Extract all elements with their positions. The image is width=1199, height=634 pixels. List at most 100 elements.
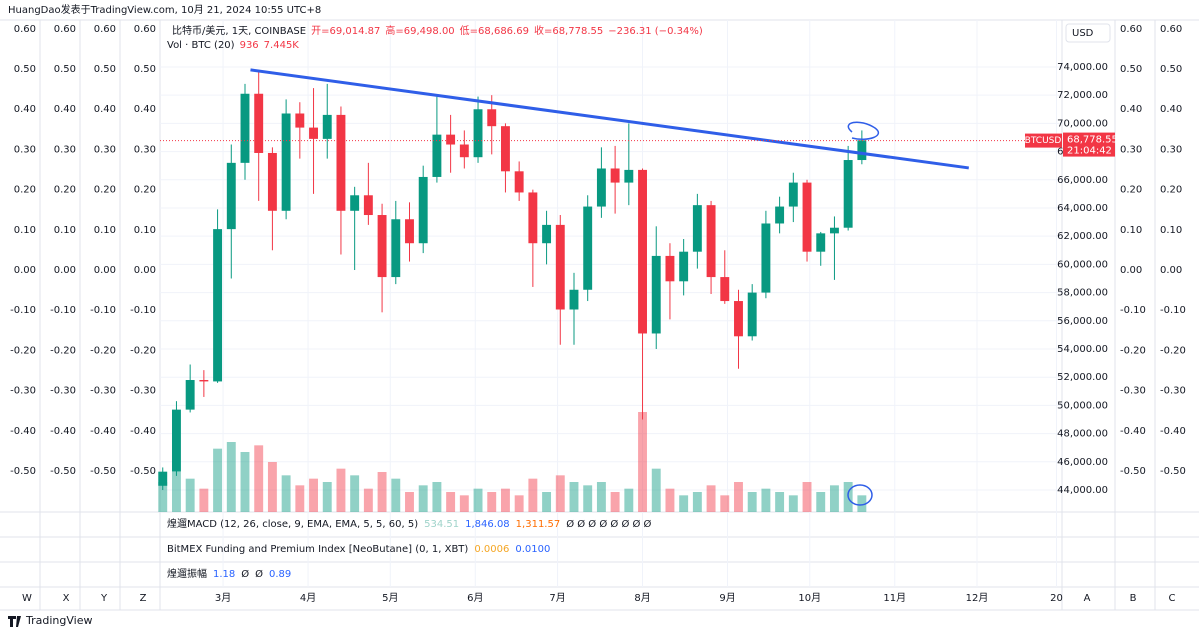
- pane-tick-label: 0.50: [1120, 64, 1142, 75]
- pane-tick-label: -0.40: [50, 426, 76, 437]
- pane-tick-label: -0.10: [130, 305, 156, 316]
- indicator-value: 1,311.57: [516, 519, 561, 530]
- candle-body: [240, 93, 250, 163]
- candle-body: [254, 93, 264, 153]
- last-price-symbol: BTCUSD: [1025, 136, 1062, 146]
- pane-tick-label: 0.40: [54, 104, 76, 115]
- pane-tick-label: -0.50: [1160, 466, 1186, 477]
- candle-body: [185, 380, 195, 410]
- pane-tick-label: 0.30: [54, 144, 76, 155]
- x-tick-label: 11月: [883, 592, 906, 604]
- candle-body: [747, 292, 757, 337]
- candle-body: [610, 168, 620, 183]
- volume-bar: [473, 488, 483, 512]
- volume-bar: [747, 492, 757, 512]
- x-tick-label: 5月: [382, 592, 398, 604]
- footer: TradingView: [25, 614, 92, 627]
- y-tick-label: 64,000.00: [1057, 203, 1108, 214]
- candle-body: [816, 233, 826, 252]
- pane-tick-label: 0.00: [134, 265, 156, 276]
- currency[interactable]: USD: [1072, 28, 1094, 39]
- candle-body: [528, 192, 538, 244]
- pane-tick-label: 0.60: [1120, 24, 1142, 35]
- last-price-symbol-box: [1025, 133, 1062, 148]
- currency-box[interactable]: [1065, 23, 1111, 43]
- volume-bar: [432, 482, 442, 512]
- volume-bar: [583, 485, 593, 512]
- pane-tick-label: 0.40: [134, 104, 156, 115]
- pane-tick-label: 0.20: [54, 185, 76, 196]
- pane-letter: W: [22, 593, 32, 604]
- volume-bar: [679, 495, 689, 512]
- pane-tick-label: -0.50: [1120, 466, 1146, 477]
- volume-bar: [487, 492, 497, 512]
- pane-tick-label: -0.10: [90, 305, 116, 316]
- volume-bar: [309, 478, 318, 512]
- indicator-value: Ø: [241, 568, 249, 580]
- indicator-value: 1.18: [213, 569, 235, 580]
- candle-body: [309, 127, 318, 139]
- candle-body: [213, 229, 223, 382]
- volume-bar: [651, 468, 661, 512]
- pane-tick-label: 0.20: [14, 185, 36, 196]
- indicator-legend: 煌遛振幅 1.18 Ø Ø 0.89: [167, 567, 291, 580]
- pane-tick-label: 0.30: [134, 144, 156, 155]
- last-price-label: 68,778.55: [1067, 135, 1118, 146]
- candle-body: [638, 169, 647, 334]
- y-tick-label: 70,000.00: [1057, 118, 1108, 129]
- volume-bar: [596, 482, 606, 512]
- volume-bar: [418, 485, 428, 512]
- pane-tick-label: -0.30: [1160, 386, 1186, 397]
- candle-body: [322, 114, 332, 139]
- pane-tick-label: 0.30: [94, 144, 116, 155]
- candle-body: [829, 227, 839, 234]
- pane-tick-label: 0.60: [94, 24, 116, 35]
- trendline: [250, 68, 969, 170]
- pane-tick-label: 0.50: [134, 64, 156, 75]
- y-tick-label: 72,000.00: [1057, 90, 1108, 101]
- pane-tick-label: -0.50: [50, 466, 76, 477]
- y-tick-label: 66,000.00: [1057, 175, 1108, 186]
- pane-tick-label: -0.20: [1160, 345, 1186, 356]
- pane-tick-label: 0.50: [1160, 64, 1182, 75]
- legend-open: 开=69,014.87: [311, 26, 380, 37]
- x-tick-label: 20: [1050, 593, 1063, 604]
- indicator-legend: BitMEX Funding and Premium Index [NeoBut…: [167, 544, 550, 555]
- y-tick-label: 74,000.00: [1057, 62, 1108, 73]
- volume-bar: [514, 495, 524, 512]
- legend-volume-line: Vol · BTC (20) 936 7.445K: [167, 40, 299, 51]
- pane-tick-label: 0.50: [94, 64, 116, 75]
- volume-bar: [734, 482, 743, 512]
- y-tick-label: 62,000.00: [1057, 231, 1108, 242]
- pane-tick-label: -0.40: [1120, 426, 1146, 437]
- candle-body: [761, 223, 771, 293]
- pane-tick-label: 0.40: [1120, 104, 1142, 115]
- x-tick-label: 9月: [719, 592, 735, 604]
- candle-body: [377, 215, 387, 278]
- grid: [160, 20, 1062, 587]
- candle-body: [692, 205, 702, 252]
- indicator-name: BitMEX Funding and Premium Index [NeoBut…: [167, 544, 468, 555]
- volume-bar: [391, 478, 401, 512]
- legend-line: 比特币/美元, 1天, COINBASE 开=69,014.87 高=69,498.…: [172, 24, 703, 37]
- volume-bar: [638, 412, 647, 512]
- candle-body: [267, 152, 277, 211]
- candle-body: [158, 471, 168, 486]
- candle-body: [514, 171, 524, 193]
- candle-body: [226, 162, 236, 230]
- candle-body: [295, 113, 305, 128]
- pane-tick-label: 0.50: [54, 64, 76, 75]
- pane-tick-label: 0.10: [14, 225, 36, 236]
- volume-bar: [158, 482, 168, 512]
- candle-body: [596, 168, 606, 207]
- y-tick-label: 48,000.00: [1057, 429, 1108, 440]
- pane-tick-label: 0.60: [134, 24, 156, 35]
- candle-body: [281, 113, 291, 211]
- volume-bar: [528, 478, 538, 512]
- last-price-countdown: 21:04:42: [1067, 146, 1112, 157]
- pane-tick-label: 0.40: [1160, 104, 1182, 115]
- candle-body: [857, 140, 867, 161]
- pane-tick-label: 0.00: [1160, 265, 1182, 276]
- volume-bar: [281, 475, 291, 512]
- pane-tick-label: 0.40: [94, 104, 116, 115]
